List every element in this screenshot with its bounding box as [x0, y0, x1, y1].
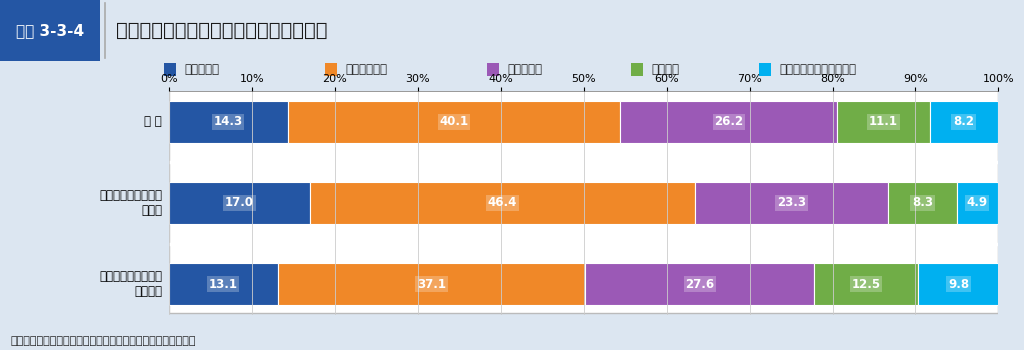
- Bar: [169, 263, 278, 305]
- Bar: [164, 63, 176, 76]
- Bar: [278, 263, 586, 305]
- Text: 8.2: 8.2: [953, 116, 974, 128]
- Bar: [621, 101, 838, 143]
- Text: たまにある: たまにある: [507, 63, 542, 76]
- Bar: [956, 182, 997, 224]
- Text: 社会参加活動の参加状況と孤独感の関係: 社会参加活動の参加状況と孤独感の関係: [116, 21, 328, 40]
- Bar: [759, 63, 771, 76]
- Text: 14.3: 14.3: [214, 116, 243, 128]
- Text: 9.8: 9.8: [948, 278, 969, 290]
- Bar: [486, 63, 499, 76]
- Bar: [586, 263, 814, 305]
- Text: ほとんどない: ほとんどない: [346, 63, 388, 76]
- Text: 12.5: 12.5: [852, 278, 881, 290]
- Text: 40.1: 40.1: [439, 116, 468, 128]
- Text: 26.2: 26.2: [715, 116, 743, 128]
- Text: 37.1: 37.1: [417, 278, 446, 290]
- Text: 17.0: 17.0: [225, 196, 254, 210]
- Text: 46.4: 46.4: [487, 196, 517, 210]
- Bar: [918, 263, 999, 305]
- Text: 27.6: 27.6: [685, 278, 715, 290]
- Text: 23.3: 23.3: [777, 196, 806, 210]
- Text: 4.9: 4.9: [967, 196, 988, 210]
- Bar: [930, 101, 997, 143]
- Text: 13.1: 13.1: [209, 278, 238, 290]
- Bar: [838, 101, 930, 143]
- Text: 8.3: 8.3: [912, 196, 933, 210]
- Bar: [310, 182, 695, 224]
- Bar: [169, 182, 310, 224]
- Text: 時々ある: 時々ある: [651, 63, 680, 76]
- Bar: [326, 63, 337, 76]
- Text: しばしばある・常にある: しばしばある・常にある: [779, 63, 856, 76]
- Text: 決してない: 決してない: [184, 63, 219, 76]
- Text: 図表 3-3-4: 図表 3-3-4: [16, 23, 84, 38]
- Bar: [695, 182, 888, 224]
- Bar: [814, 263, 918, 305]
- Text: 資料：厚生労働省「令和４年度少子高齢社会等調査検討事業」: 資料：厚生労働省「令和４年度少子高齢社会等調査検討事業」: [10, 336, 196, 346]
- Bar: [288, 101, 621, 143]
- Text: 11.1: 11.1: [869, 116, 898, 128]
- Bar: [888, 182, 956, 224]
- Bar: [631, 63, 643, 76]
- Bar: [0, 0, 100, 61]
- Bar: [169, 101, 288, 143]
